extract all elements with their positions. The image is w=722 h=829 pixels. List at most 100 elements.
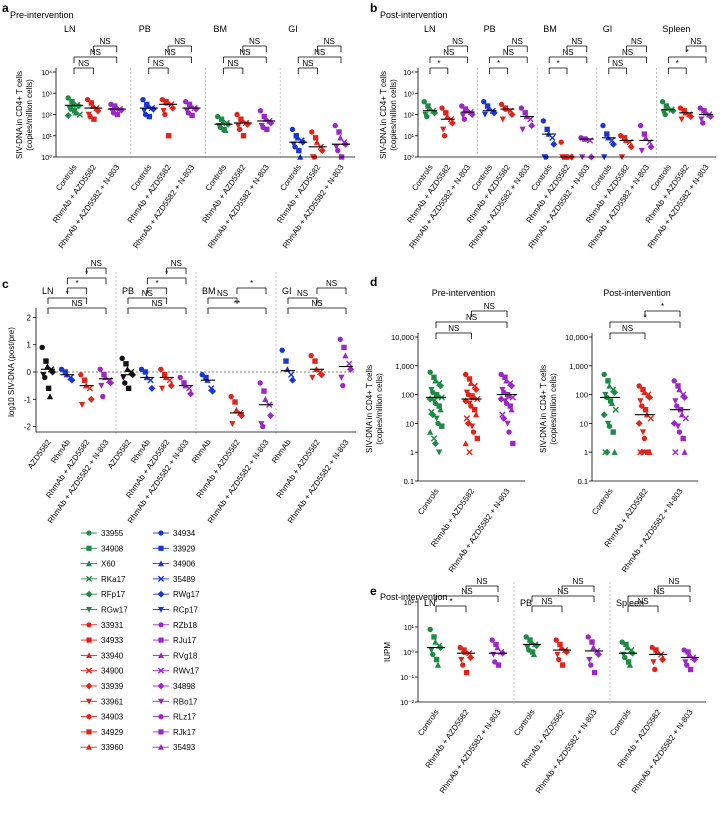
panel-c-PB-point (125, 385, 132, 392)
legend-marker (158, 560, 164, 567)
panel-b-Spleen-point (687, 113, 695, 121)
panel-a-PB-point (141, 108, 148, 115)
panel-b-PB-point (527, 116, 534, 123)
legend-label: RFp17 (101, 590, 126, 599)
panel-a-tissue-label: BM (214, 24, 228, 34)
panel-d-pre-ytick-label: 10,000 (391, 333, 414, 342)
panel-c-category-label: RhmAb (190, 438, 213, 465)
panel-b-sig-label: * (557, 59, 560, 68)
panel-e-Spleen-point (624, 644, 631, 651)
panel-c-PB-point (167, 382, 175, 390)
panel-c-GI-point (279, 347, 285, 353)
panel-c-GI-point (341, 344, 347, 351)
panel-c-tissue-label: GI (282, 286, 292, 296)
panel-a-BM-point (240, 133, 247, 139)
panel-c-BM-point (209, 387, 217, 395)
panel-d-pre-point (503, 377, 510, 384)
panel-a-tissue-label: PB (139, 24, 151, 34)
panel-c-PB-point (123, 361, 129, 367)
panel-c-sig-label: NS (91, 259, 102, 268)
panel-c-LN-point (45, 385, 52, 392)
panel-a-PB-point (145, 102, 152, 109)
panel-c-tissue-label: BM (202, 286, 216, 296)
panel-a-title: Pre-intervention (10, 10, 74, 20)
panel-d-pre-sig-label: NS (484, 302, 495, 311)
panel-e-ytick-label: 10⁻¹ (400, 675, 414, 682)
panel-c-sig-label: * (250, 279, 253, 288)
panel-letter-e: e (370, 584, 377, 598)
panel-c-GI-point (309, 374, 316, 381)
panel-letter-a: a (2, 1, 9, 15)
legend-label: 33939 (101, 682, 124, 691)
panel-b-PB-point (528, 122, 536, 130)
panel-a-PB-point (149, 105, 157, 113)
panel-b-PB-point (519, 126, 526, 133)
panel-c-category-label: RhmAb + AZD5582 + N-803 (286, 438, 351, 526)
panel-c-GI-point (288, 371, 295, 378)
panel-d-post-sig-label: * (643, 313, 646, 322)
panel-b-ytick-label: 10¹ (404, 134, 415, 141)
panel-c-LN-point (100, 393, 106, 400)
panel-a-LN-point (69, 99, 75, 105)
panel-d-pre-sig-label: NS (448, 324, 459, 333)
panel-d-post-point (608, 399, 616, 406)
panel-b-GI-point (637, 122, 644, 129)
panel-b-BM-point (550, 140, 558, 148)
panel-c-sig-label: NS (171, 259, 182, 268)
panel-c-LN-point (46, 393, 54, 400)
panel-e-PB-point (559, 662, 566, 668)
panel-b-sig-label: * (437, 59, 440, 68)
panel-d-pre-point (469, 393, 475, 399)
panel-e-ytick-label: 10⁰ (403, 649, 414, 657)
panel-d-post-ylabel-2: (copies/million cells) (549, 373, 558, 445)
panel-b-Spleen-point (698, 116, 705, 123)
legend-marker (86, 714, 92, 720)
legend-label: 33940 (101, 651, 124, 660)
panel-b-PB-point (481, 111, 489, 118)
panel-b-LN-point (440, 126, 447, 133)
panel-e-Spleen-point (659, 656, 667, 664)
panel-c-GI-point (289, 376, 297, 384)
panel-d-pre-point (470, 429, 477, 435)
panel-d-post-point (611, 388, 619, 396)
panel-c-ytick-label: -1 (24, 395, 32, 404)
legend-marker (86, 560, 92, 567)
panel-e-LN-point (467, 654, 475, 662)
panel-d-pre-ytick-label: 10 (406, 419, 414, 428)
panel-d-post-point (604, 420, 612, 427)
panel-d-pre-point (466, 449, 473, 456)
panel-a-ylabel-2: (copies/million cells) (25, 79, 34, 151)
panel-d-pre-point (437, 406, 444, 413)
panel-a-GI-point (333, 144, 340, 151)
panel-d-post-ytick-label: 10 (580, 419, 588, 428)
panel-d-pre-point (428, 386, 435, 393)
legend-marker (158, 622, 164, 628)
legend-label: RCp17 (173, 606, 198, 615)
panel-d-pre-point (506, 429, 512, 435)
panel-d-pre-ytick-label: 100 (401, 391, 414, 400)
panel-e-category-label: Controls (416, 708, 440, 738)
legend-marker (158, 652, 164, 658)
panel-c-PB-point (147, 376, 154, 384)
panel-a-LN-point (114, 111, 121, 118)
panel-d-post-point (671, 378, 677, 384)
panel-a-LN-point (64, 111, 72, 119)
panel-e-LN-point (434, 661, 442, 668)
panel-b-title: Post-intervention (380, 10, 448, 20)
panel-a-GI-point (332, 122, 338, 129)
panel-c-ylabel: log10 SIV-DNA (post/pre) (7, 327, 16, 417)
panel-b-tissue-label: GI (603, 24, 613, 34)
panel-c-tissue-label: PB (122, 286, 134, 296)
panel-e-LN-point (431, 634, 437, 640)
panel-b-sig-label: * (686, 48, 689, 57)
panel-e-sig-label: * (449, 597, 452, 606)
panel-d-pre-point (507, 403, 513, 409)
panel-d-pre-point (466, 376, 473, 382)
panel-b-tissue-label: BM (543, 24, 557, 34)
legend-label: RZb18 (173, 621, 198, 630)
panel-e-category-label: RhmAb + AZD5582 + N-803 (438, 708, 503, 796)
panel-a-ytick-label: 10¹ (42, 134, 53, 141)
legend-marker (158, 714, 164, 720)
legend-label: 34929 (101, 728, 124, 737)
panel-a-sig-label: NS (324, 37, 335, 46)
